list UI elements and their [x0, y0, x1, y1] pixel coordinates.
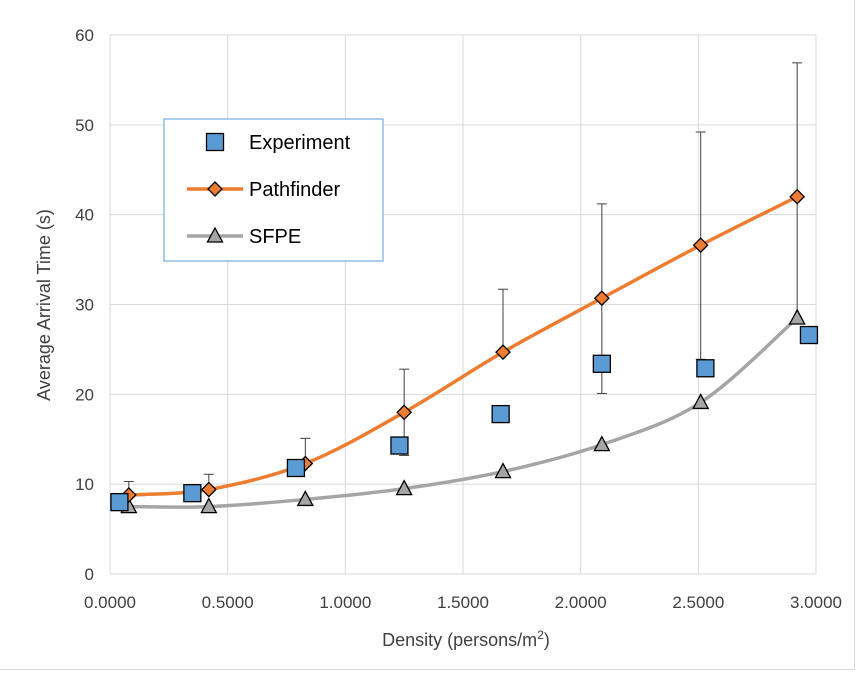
legend-items: Experiment Pathfinder SFPE [187, 132, 351, 248]
experiment-point [799, 325, 819, 345]
experiment-point [286, 458, 306, 478]
x-tick-label: 0.5000 [202, 593, 254, 612]
pathfinder-line [128, 195, 798, 497]
x-tick-label: 1.0000 [319, 593, 371, 612]
y-tick-labels: 0 10 20 30 40 50 60 [75, 26, 94, 584]
gridlines [109, 34, 817, 575]
pathfinder-point [692, 237, 709, 254]
x-tick-label: 0.0000 [84, 593, 136, 612]
legend-pathfinder-label: Pathfinder [249, 179, 341, 201]
legend-experiment-label: Experiment [249, 132, 351, 154]
x-axis-title-superscript: 2 [537, 628, 544, 642]
sfpe-point [200, 497, 218, 514]
sfpe-point [395, 479, 413, 496]
x-axis-title-main: Density (persons/m [382, 630, 537, 650]
x-axis-title-tail: ) [544, 630, 550, 650]
pathfinder-point [789, 188, 806, 205]
pathfinder-point [495, 344, 511, 361]
pathfinder-point [200, 481, 217, 498]
sfpe-point [494, 462, 512, 479]
y-tick-label: 0 [85, 565, 94, 584]
y-tick-label: 60 [75, 26, 94, 45]
legend-pathfinder-marker [207, 181, 223, 197]
experiment-point [491, 404, 510, 424]
sfpe-point [593, 435, 611, 452]
y-tick-label: 40 [75, 206, 94, 225]
experiment-point [110, 492, 129, 512]
legend-experiment-marker [205, 132, 225, 152]
experiment-point [183, 483, 202, 503]
x-tick-label: 2.5000 [672, 593, 724, 612]
y-axis-title: Average Arrival Time (s) [34, 209, 54, 401]
sfpe-point [296, 490, 314, 507]
experiment-point [390, 436, 409, 455]
sfpe-point [692, 393, 710, 410]
pathfinder-point [593, 290, 610, 307]
sfpe-point [788, 308, 806, 325]
pathfinder-point [396, 404, 413, 421]
legend-sfpe-label: SFPE [249, 226, 301, 248]
y-tick-label: 10 [75, 475, 94, 494]
experiment-point [592, 354, 611, 373]
legend-sfpe-marker [206, 226, 224, 243]
legend: Experiment Pathfinder SFPE [163, 118, 384, 262]
x-axis-title: Density (persons/m2) [382, 628, 550, 650]
y-tick-label: 20 [75, 385, 94, 404]
x-tick-labels: 0.0000 0.5000 1.0000 1.5000 2.0000 2.5000 3.00… [84, 593, 842, 612]
x-tick-label: 3.0000 [790, 593, 842, 612]
experiment-point [696, 359, 715, 378]
y-tick-label: 30 [75, 296, 94, 315]
series-markers [110, 188, 819, 514]
y-tick-label: 50 [75, 116, 94, 135]
x-tick-label: 1.5000 [437, 593, 489, 612]
x-tick-label: 2.0000 [555, 593, 607, 612]
